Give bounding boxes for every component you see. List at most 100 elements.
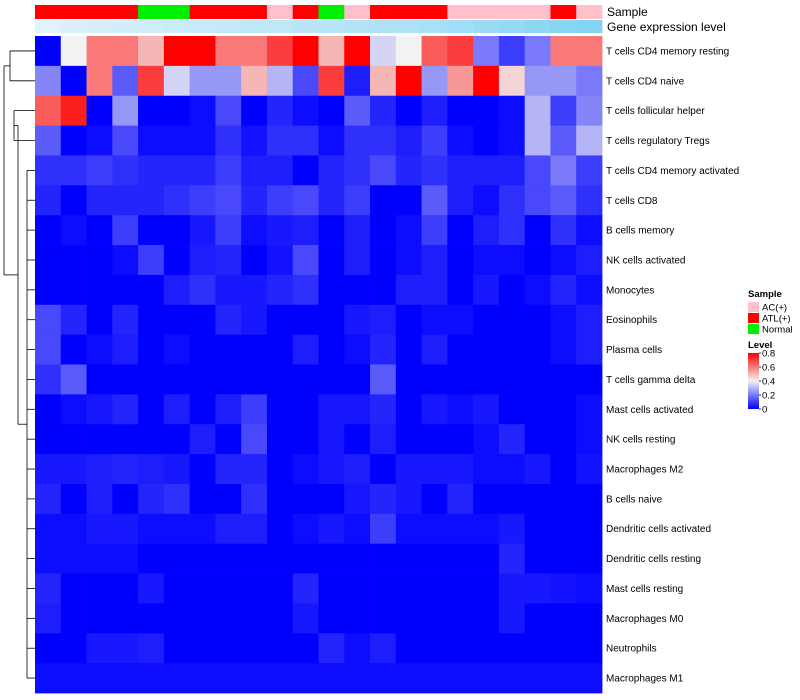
- heatmap-cell: [395, 424, 422, 455]
- heatmap-cell: [498, 155, 526, 186]
- expression-annotation-cell: [447, 20, 474, 33]
- heatmap-cell: [189, 603, 216, 634]
- heatmap-cell: [292, 573, 319, 604]
- heatmap-cell: [550, 185, 577, 216]
- row-label: T cells CD4 memory resting: [606, 46, 729, 57]
- heatmap-cell: [370, 454, 397, 485]
- heatmap-cell: [370, 513, 397, 545]
- heatmap-cell: [395, 633, 422, 664]
- sample-annotation-cell: [318, 5, 345, 19]
- heatmap-cell: [395, 483, 422, 515]
- heatmap-cell: [35, 185, 62, 216]
- heatmap-cell: [292, 155, 319, 186]
- heatmap-cell: [266, 454, 294, 485]
- heatmap-cell: [344, 573, 371, 604]
- sample-annotation-cell: [266, 5, 294, 19]
- heatmap-cell: [292, 185, 319, 216]
- heatmap-cell: [138, 663, 165, 694]
- heatmap-cell: [395, 513, 422, 545]
- row-label: Neutrophils: [606, 644, 657, 655]
- heatmap-cell: [318, 513, 345, 545]
- sample-annotation-cell: [344, 5, 371, 19]
- heatmap-cell: [473, 125, 500, 156]
- heatmap-cell: [163, 215, 191, 246]
- heatmap-cell: [421, 483, 448, 515]
- heatmap-cell: [138, 424, 165, 455]
- heatmap-cell: [138, 36, 165, 67]
- heatmap-cell: [112, 513, 139, 545]
- heatmap-cell: [60, 334, 87, 365]
- heatmap-cell: [524, 603, 551, 634]
- heatmap-cell: [524, 394, 551, 425]
- heatmap-cell: [344, 454, 371, 485]
- heatmap-cell: [138, 603, 165, 634]
- sample-annotation-cell: [163, 5, 191, 19]
- heatmap-cell: [550, 245, 577, 276]
- heatmap-cell: [576, 543, 603, 574]
- heatmap-cell: [112, 603, 139, 634]
- heatmap-cell: [163, 573, 191, 604]
- heatmap-cell: [421, 513, 448, 545]
- heatmap-cell: [395, 364, 422, 395]
- heatmap-cell: [318, 543, 345, 574]
- heatmap-cell: [163, 245, 191, 276]
- heatmap-cell: [473, 95, 500, 126]
- heatmap-cell: [344, 215, 371, 246]
- heatmap-cell: [215, 543, 242, 574]
- heatmap-cell: [138, 274, 165, 306]
- heatmap-cell: [215, 663, 242, 694]
- heatmap-cell: [344, 603, 371, 634]
- heatmap-cell: [215, 334, 242, 365]
- legend-level-label: 0: [762, 405, 767, 416]
- heatmap-cell: [86, 603, 113, 634]
- heatmap-cell: [473, 364, 500, 395]
- heatmap-cell: [498, 483, 526, 515]
- heatmap-cell: [498, 513, 526, 545]
- expression-annotation-cell: [112, 20, 139, 33]
- heatmap-cell: [112, 364, 139, 395]
- heatmap-cell: [35, 424, 62, 455]
- heatmap-cell: [266, 483, 294, 515]
- heatmap-cell: [421, 603, 448, 634]
- heatmap-cell: [318, 155, 345, 186]
- heatmap-cell: [370, 274, 397, 306]
- heatmap-cell: [498, 663, 526, 694]
- heatmap-cell: [344, 304, 371, 336]
- heatmap-cell: [138, 95, 165, 126]
- heatmap-cell: [447, 185, 474, 216]
- heatmap-cell: [60, 513, 87, 545]
- heatmap-cell: [550, 334, 577, 365]
- heatmap-cell: [215, 633, 242, 664]
- heatmap-cell: [138, 394, 165, 425]
- heatmap-cell: [241, 304, 268, 336]
- heatmap-cell: [189, 483, 216, 515]
- heatmap-cell: [395, 573, 422, 604]
- heatmap-cell: [163, 36, 191, 67]
- heatmap-cell: [163, 125, 191, 156]
- heatmap-cell: [215, 185, 242, 216]
- heatmap-cell: [421, 663, 448, 694]
- heatmap-cell: [86, 543, 113, 574]
- heatmap-cell: [189, 513, 216, 545]
- expression-annotation-cell: [86, 20, 113, 33]
- heatmap-cell: [421, 245, 448, 276]
- heatmap-cell: [35, 36, 62, 67]
- heatmap-cell: [473, 633, 500, 664]
- sample-annotation-cell: [498, 5, 526, 19]
- row-label: T cells gamma delta: [606, 375, 696, 386]
- heatmap-cell: [112, 155, 139, 186]
- heatmap-cell: [189, 65, 216, 97]
- heatmap-cell: [163, 95, 191, 126]
- heatmap-cell: [524, 513, 551, 545]
- heatmap-cell: [215, 573, 242, 604]
- heatmap-cell: [292, 215, 319, 246]
- heatmap-cell: [60, 125, 87, 156]
- heatmap-cell: [189, 304, 216, 336]
- legend-level-title: Level: [748, 340, 772, 351]
- heatmap-cell: [112, 95, 139, 126]
- heatmap-cell: [86, 454, 113, 485]
- heatmap-cell: [498, 573, 526, 604]
- heatmap-cell: [35, 483, 62, 515]
- heatmap-cell: [550, 215, 577, 246]
- heatmap-cell: [498, 65, 526, 97]
